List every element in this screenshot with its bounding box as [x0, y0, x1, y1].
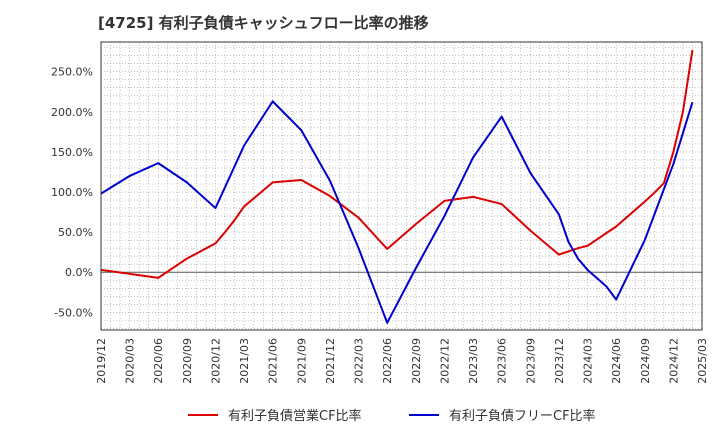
chart-title: [4725] 有利子負債キャッシュフロー比率の推移 [98, 14, 429, 32]
y-tick-label: 50.0% [58, 226, 93, 239]
x-tick-label: 2021/06 [267, 338, 280, 384]
x-tick-label: 2020/12 [209, 338, 222, 384]
legend-label-2: 有利子負債フリーCF比率 [449, 408, 596, 424]
series-line-1 [100, 49, 694, 279]
plot-frame [100, 41, 703, 331]
x-tick-label: 2021/12 [324, 338, 337, 384]
x-tick-label: 2024/03 [582, 338, 595, 384]
x-tick-label: 2025/03 [696, 338, 709, 384]
x-tick-label: 2021/03 [238, 338, 251, 384]
x-tick-label: 2023/12 [553, 338, 566, 384]
y-tick-label: 250.0% [51, 66, 93, 79]
x-tick-label: 2020/06 [152, 338, 165, 384]
x-tick-label: 2024/09 [639, 338, 652, 384]
x-tick-label: 2024/12 [667, 338, 680, 384]
y-tick-label: 100.0% [51, 186, 93, 199]
x-tick-label: 2022/12 [438, 338, 451, 384]
x-tick-label: 2024/06 [610, 338, 623, 384]
x-tick-label: 2022/03 [353, 338, 366, 384]
x-tick-label: 2022/06 [381, 338, 394, 384]
x-tick-label: 2023/03 [467, 338, 480, 384]
x-tick-label: 2023/06 [496, 338, 509, 384]
legend-label-1: 有利子負債営業CF比率 [228, 408, 362, 424]
y-tick-label: 150.0% [51, 146, 93, 159]
y-tick-label: 0.0% [65, 266, 93, 279]
x-tick-label: 2022/09 [410, 338, 423, 384]
x-tick-label: 2020/03 [124, 338, 137, 384]
x-tick-label: 2023/09 [524, 338, 537, 384]
y-tick-label: -50.0% [54, 306, 93, 319]
x-tick-label: 2021/09 [295, 338, 308, 384]
x-tick-label: 2020/09 [181, 338, 194, 384]
y-tick-label: 200.0% [51, 106, 93, 119]
x-tick-label: 2019/12 [95, 338, 108, 384]
series-line-2 [100, 100, 694, 324]
